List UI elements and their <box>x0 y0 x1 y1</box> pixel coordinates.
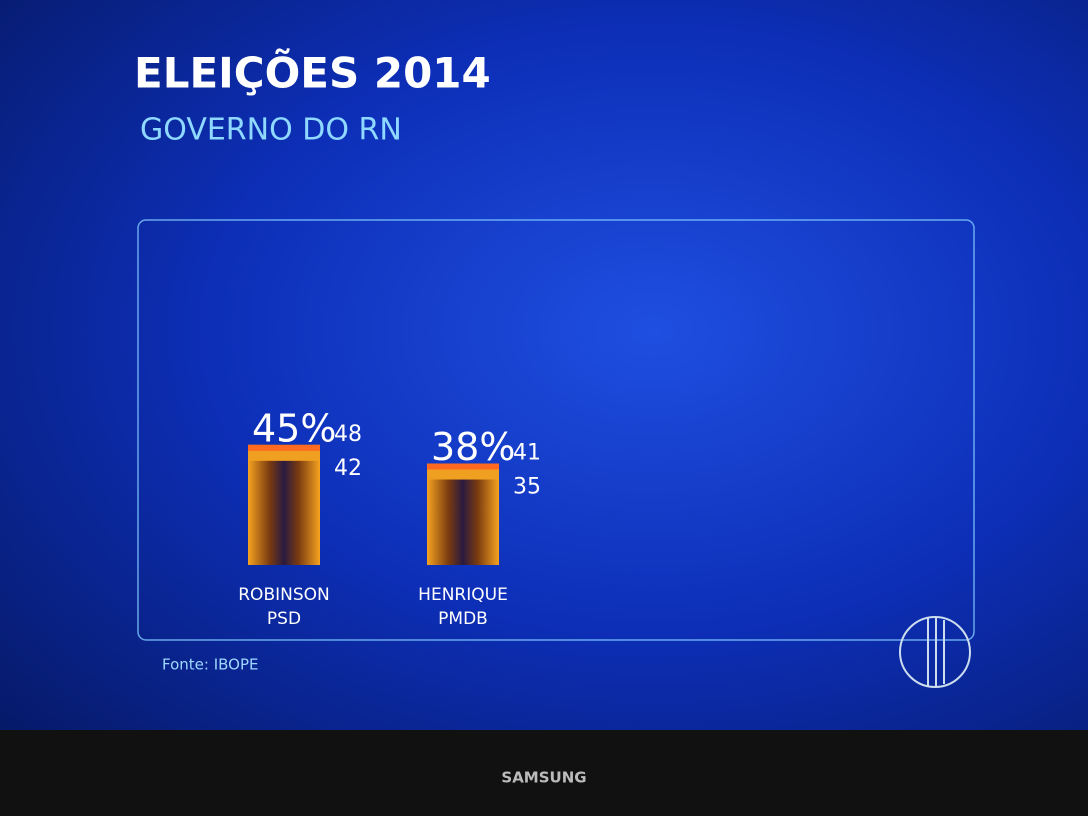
category-label: ROBINSON <box>238 585 329 605</box>
lower-bound: 35 <box>513 475 541 500</box>
lower-bound: 42 <box>334 456 362 481</box>
bar-cap-top <box>248 444 320 451</box>
party-label: PSD <box>267 609 301 629</box>
value-label: 45% <box>252 406 336 450</box>
source: Fonte: IBOPE <box>162 656 259 674</box>
chart-subtitle: GOVERNO DO RN <box>140 113 402 148</box>
bar <box>427 463 499 565</box>
upper-bound: 41 <box>513 441 541 466</box>
bar-cap-top <box>427 463 499 470</box>
upper-bound: 48 <box>334 422 362 447</box>
party-label: PMDB <box>438 609 488 629</box>
tv-brand: SAMSUNG <box>501 769 586 787</box>
bar <box>248 444 320 565</box>
screen-background <box>0 0 1088 735</box>
chart-title: ELEIÇÕES 2014 <box>134 48 491 98</box>
value-label: 38% <box>431 425 515 469</box>
logo <box>899 616 971 688</box>
tv-bezel <box>0 730 1088 816</box>
chart-frame <box>137 219 975 641</box>
category-label: HENRIQUE <box>418 585 508 605</box>
